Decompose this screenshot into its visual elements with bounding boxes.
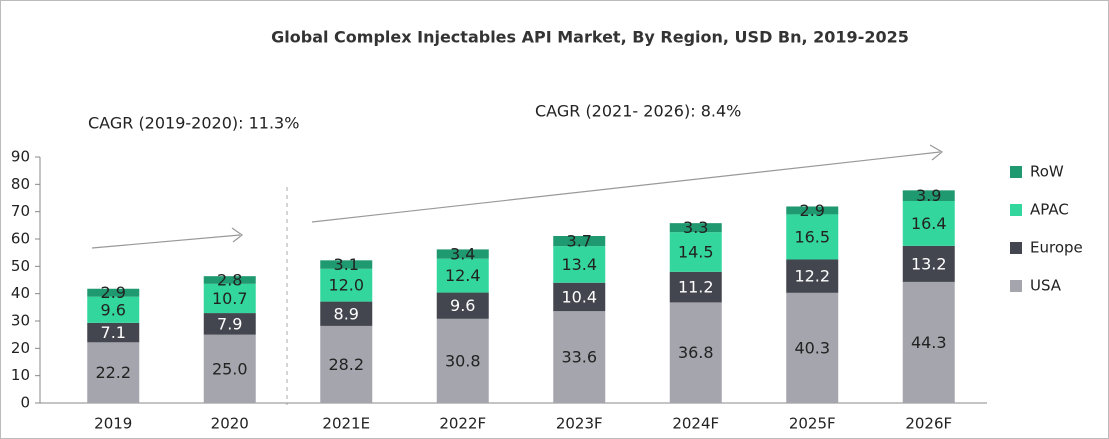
bar-segment xyxy=(87,342,140,403)
legend-label: Europe xyxy=(1030,239,1083,257)
data-label: 14.5 xyxy=(678,242,714,261)
bar-segment xyxy=(320,301,373,326)
data-label: 11.2 xyxy=(678,278,714,297)
data-label: 44.3 xyxy=(911,333,947,352)
legend-label: USA xyxy=(1030,277,1062,295)
bar-segment xyxy=(902,245,955,282)
annotation: CAGR (2019-2020): 11.3% xyxy=(88,114,299,133)
y-tick-label: 20 xyxy=(11,339,30,357)
bar-segment xyxy=(87,296,140,323)
x-tick-label: 2026F xyxy=(905,415,952,433)
legend-label: RoW xyxy=(1030,163,1064,181)
x-tick-label: 2019 xyxy=(94,415,132,433)
bar-segment xyxy=(436,258,489,293)
data-label: 12.0 xyxy=(328,276,364,295)
bar-segment xyxy=(436,249,489,259)
bar-segment xyxy=(786,259,839,293)
data-label: 10.4 xyxy=(561,287,597,306)
bar-segment xyxy=(436,292,489,319)
y-tick-label: 60 xyxy=(11,230,30,248)
data-label: 22.2 xyxy=(95,363,131,382)
x-tick-label: 2020 xyxy=(211,415,249,433)
bar-segment xyxy=(553,246,606,283)
bar-segment xyxy=(902,190,955,202)
data-label: 9.6 xyxy=(450,296,475,315)
y-tick-label: 80 xyxy=(11,175,30,193)
bar-segment xyxy=(87,288,140,297)
data-label: 2.9 xyxy=(101,283,126,302)
bar-segment xyxy=(786,206,839,215)
bar-segment xyxy=(320,325,373,403)
data-label: 2.9 xyxy=(800,201,825,220)
bar-segment xyxy=(786,292,839,403)
chart-title: Global Complex Injectables API Market, B… xyxy=(271,28,909,47)
legend-swatch xyxy=(1010,242,1022,254)
bar-segment xyxy=(669,302,722,403)
bar-segment xyxy=(203,313,256,335)
bar-segment xyxy=(553,311,606,403)
data-label: 36.8 xyxy=(678,343,714,362)
data-label: 12.4 xyxy=(445,266,481,285)
bar-segment xyxy=(669,271,722,303)
legend-swatch xyxy=(1010,166,1022,178)
bar-segment xyxy=(203,276,256,284)
x-tick-label: 2024F xyxy=(672,415,719,433)
data-label: 13.2 xyxy=(911,254,947,273)
data-label: 3.7 xyxy=(567,232,592,251)
data-label: 3.3 xyxy=(683,218,708,237)
legend-swatch xyxy=(1010,280,1022,292)
data-label: 3.9 xyxy=(916,186,941,205)
bar-segment xyxy=(87,322,140,343)
x-tick-label: 2022F xyxy=(439,415,486,433)
x-tick-label: 2023F xyxy=(556,415,603,433)
bar-segment xyxy=(669,232,722,272)
y-tick-label: 70 xyxy=(11,202,30,220)
bar-segment xyxy=(553,282,606,312)
data-label: 12.2 xyxy=(794,267,830,286)
data-label: 16.5 xyxy=(794,227,830,246)
y-tick-label: 10 xyxy=(11,366,30,384)
bar-segment xyxy=(320,260,373,269)
bar-segment xyxy=(436,318,489,403)
data-label: 28.2 xyxy=(328,355,364,374)
data-label: 33.6 xyxy=(561,348,597,367)
y-tick-label: 90 xyxy=(11,148,30,166)
legend-swatch xyxy=(1010,204,1022,216)
data-label: 40.3 xyxy=(794,338,830,357)
data-label: 30.8 xyxy=(445,351,481,370)
data-label: 7.9 xyxy=(217,314,242,333)
data-label: 10.7 xyxy=(212,289,248,308)
annotation: CAGR (2021- 2026): 8.4% xyxy=(535,102,741,121)
y-tick-label: 30 xyxy=(11,312,30,330)
bar-segment xyxy=(320,268,373,302)
bar-segment xyxy=(553,235,606,247)
y-tick-label: 40 xyxy=(11,284,30,302)
data-label: 3.4 xyxy=(450,245,475,264)
x-tick-label: 2021E xyxy=(322,415,370,433)
data-label: 16.4 xyxy=(911,214,947,233)
bar-segment xyxy=(203,283,256,314)
y-tick-label: 0 xyxy=(20,394,30,412)
bar-segment xyxy=(786,214,839,260)
data-label: 7.1 xyxy=(101,323,126,342)
data-label: 8.9 xyxy=(334,304,359,323)
bar-segment xyxy=(902,201,955,246)
bar-segment xyxy=(669,223,722,233)
bar-segment xyxy=(902,281,955,403)
x-tick-label: 2025F xyxy=(789,415,836,433)
data-label: 25.0 xyxy=(212,359,248,378)
data-label: 2.8 xyxy=(217,271,242,290)
y-tick-label: 50 xyxy=(11,257,30,275)
bar-segment xyxy=(203,334,256,403)
legend-label: APAC xyxy=(1030,201,1069,219)
data-label: 13.4 xyxy=(561,255,597,274)
arrows xyxy=(91,144,944,249)
data-label: 9.6 xyxy=(101,300,126,319)
data-label: 3.1 xyxy=(334,255,359,274)
